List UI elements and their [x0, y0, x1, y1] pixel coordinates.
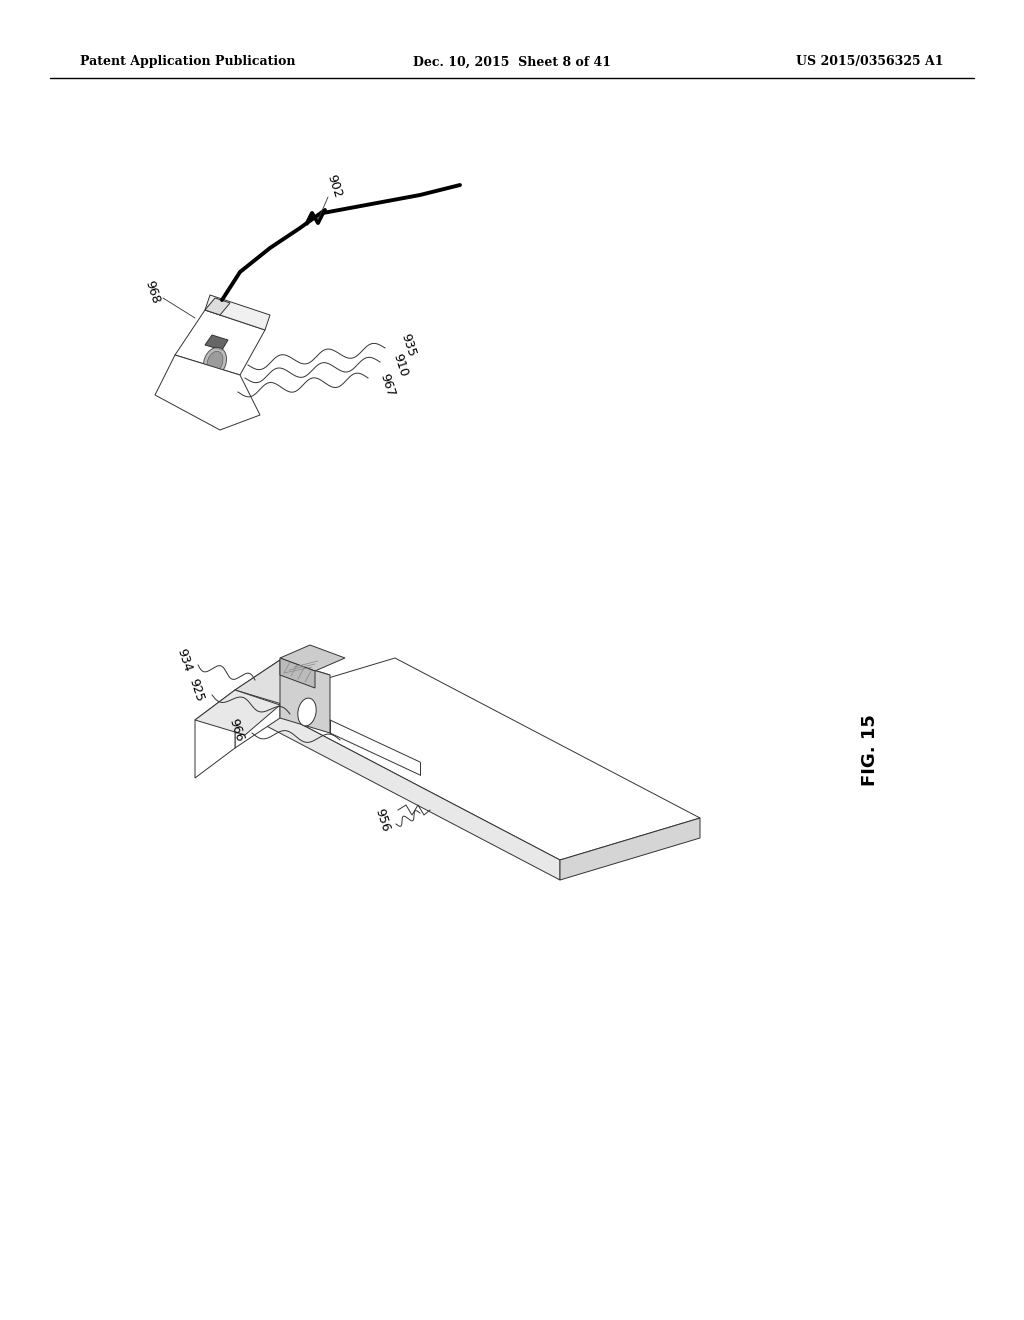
Text: 934: 934 — [174, 647, 194, 673]
Text: 925: 925 — [186, 677, 206, 704]
Polygon shape — [234, 660, 280, 748]
Polygon shape — [234, 660, 330, 705]
Text: US 2015/0356325 A1: US 2015/0356325 A1 — [797, 55, 944, 69]
Polygon shape — [155, 355, 260, 430]
Text: 910: 910 — [390, 351, 410, 379]
Text: FIG. 15: FIG. 15 — [861, 714, 879, 785]
Ellipse shape — [207, 351, 223, 372]
Text: 966: 966 — [226, 717, 246, 743]
Polygon shape — [280, 660, 330, 733]
Polygon shape — [205, 294, 270, 330]
Polygon shape — [255, 700, 560, 880]
Text: 902: 902 — [325, 173, 344, 199]
Polygon shape — [195, 690, 280, 735]
Text: Dec. 10, 2015  Sheet 8 of 41: Dec. 10, 2015 Sheet 8 of 41 — [413, 55, 611, 69]
Text: Patent Application Publication: Patent Application Publication — [80, 55, 296, 69]
Text: 935: 935 — [398, 331, 418, 358]
Polygon shape — [560, 818, 700, 880]
Polygon shape — [280, 645, 345, 671]
Text: 956: 956 — [372, 807, 392, 833]
Ellipse shape — [204, 347, 226, 376]
Text: 967: 967 — [377, 372, 397, 399]
Polygon shape — [205, 335, 228, 350]
Polygon shape — [255, 657, 700, 861]
Polygon shape — [175, 310, 265, 375]
Text: 968: 968 — [142, 279, 162, 305]
Polygon shape — [195, 690, 234, 777]
Polygon shape — [205, 298, 230, 315]
Polygon shape — [280, 657, 315, 688]
Ellipse shape — [298, 698, 316, 726]
